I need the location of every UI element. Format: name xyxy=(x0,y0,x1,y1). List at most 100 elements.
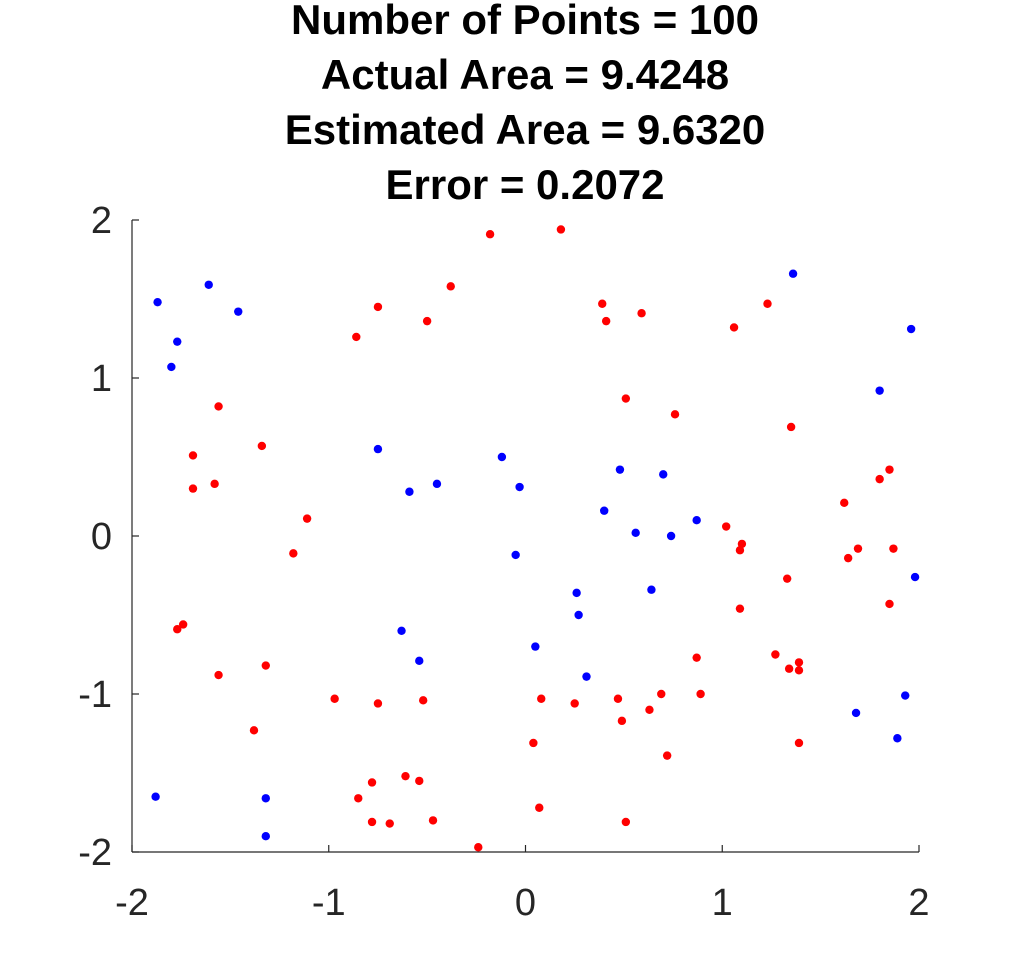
data-point-blue xyxy=(910,572,920,582)
data-point-blue xyxy=(153,297,162,307)
data-point-red xyxy=(692,653,701,662)
data-point-blue xyxy=(204,280,213,289)
data-point-red xyxy=(784,664,794,673)
data-point-red xyxy=(782,574,792,583)
data-point-blue xyxy=(901,691,910,700)
data-point-red xyxy=(401,771,410,781)
data-point-blue xyxy=(600,506,609,515)
data-point-blue xyxy=(582,672,591,681)
title-line-error: Error = 0.2072 xyxy=(385,161,664,208)
data-point-red xyxy=(485,230,495,239)
y-tick-label: 1 xyxy=(91,358,112,400)
data-point-red xyxy=(637,309,646,318)
data-point-blue xyxy=(373,444,383,454)
title-line-points: Number of Points = 100 xyxy=(291,0,759,43)
data-points xyxy=(151,225,920,852)
data-point-red xyxy=(853,544,863,553)
data-point-red xyxy=(570,699,579,708)
data-point-red xyxy=(657,689,666,699)
data-point-red xyxy=(786,422,796,432)
data-point-blue xyxy=(851,708,861,718)
data-point-red xyxy=(735,604,745,613)
data-point-blue xyxy=(906,324,916,334)
data-point-red xyxy=(763,299,772,308)
data-point-red xyxy=(474,843,483,852)
data-point-blue xyxy=(572,588,581,598)
data-point-red xyxy=(367,778,377,787)
data-point-blue xyxy=(261,832,270,841)
data-point-blue xyxy=(659,470,668,479)
data-point-red xyxy=(662,751,672,760)
data-point-blue xyxy=(432,479,442,489)
data-point-red xyxy=(556,225,566,234)
data-point-red xyxy=(302,514,312,523)
data-point-red xyxy=(373,699,383,708)
data-point-red xyxy=(422,316,432,326)
data-point-red xyxy=(771,650,780,659)
data-point-red xyxy=(598,299,607,308)
x-tick-label: 2 xyxy=(908,882,929,924)
data-point-red xyxy=(885,465,894,474)
data-point-blue xyxy=(574,610,583,620)
data-point-blue xyxy=(397,626,406,635)
data-point-red xyxy=(261,661,270,670)
data-point-red xyxy=(214,402,223,411)
data-point-blue xyxy=(631,528,640,538)
data-point-red xyxy=(621,394,631,403)
data-point-blue xyxy=(173,337,182,346)
data-point-red xyxy=(875,474,884,484)
data-point-red xyxy=(210,479,219,489)
data-point-red xyxy=(735,546,745,555)
data-point-blue xyxy=(666,531,676,541)
data-point-blue xyxy=(405,487,414,496)
data-point-blue xyxy=(511,550,520,560)
data-point-red xyxy=(645,705,654,714)
data-point-blue xyxy=(151,792,160,801)
data-point-blue xyxy=(615,465,625,474)
data-point-red xyxy=(721,522,731,531)
data-point-red xyxy=(330,694,339,703)
data-point-red xyxy=(446,282,455,291)
data-point-blue xyxy=(875,386,884,395)
data-point-red xyxy=(794,658,804,667)
data-point-red xyxy=(428,816,438,825)
data-point-red xyxy=(794,738,804,748)
data-point-red xyxy=(617,716,627,726)
title-line-actual-area: Actual Area = 9.4248 xyxy=(321,51,729,98)
data-point-red xyxy=(352,332,361,342)
y-tick-label: 2 xyxy=(91,200,112,242)
title-line-estimated-area: Estimated Area = 9.6320 xyxy=(285,106,766,153)
data-point-red xyxy=(385,819,394,828)
data-point-red xyxy=(289,549,298,558)
data-point-red xyxy=(188,484,198,493)
x-tick-label: -1 xyxy=(312,882,346,924)
data-point-blue xyxy=(647,585,656,594)
x-tick-label: -2 xyxy=(115,882,149,924)
data-point-red xyxy=(535,803,544,812)
data-point-red xyxy=(601,316,611,326)
data-point-red xyxy=(249,726,259,735)
data-point-blue xyxy=(497,452,507,462)
data-point-red xyxy=(729,323,739,332)
data-point-blue xyxy=(515,482,524,492)
data-point-red xyxy=(885,599,894,609)
data-point-red xyxy=(840,498,849,508)
y-tick-label: -1 xyxy=(78,674,112,716)
data-point-red xyxy=(188,451,198,460)
data-point-red xyxy=(173,625,182,634)
data-point-red xyxy=(537,694,546,703)
chart-title: Number of Points = 100 Actual Area = 9.4… xyxy=(285,0,766,208)
data-point-blue xyxy=(788,269,798,278)
data-point-blue xyxy=(415,656,424,666)
data-point-red xyxy=(696,689,705,699)
y-tick-label: 0 xyxy=(91,516,112,558)
data-point-red xyxy=(373,302,383,312)
data-point-red xyxy=(670,410,680,419)
x-tick-label: 1 xyxy=(712,882,733,924)
data-point-red xyxy=(418,696,428,705)
data-point-blue xyxy=(893,734,902,743)
data-point-blue xyxy=(692,516,701,525)
data-point-red xyxy=(415,776,424,786)
data-point-red xyxy=(737,539,747,549)
axis-ticks: -2 -1 0 1 2 2 1 0 -1 -2 xyxy=(78,200,929,924)
